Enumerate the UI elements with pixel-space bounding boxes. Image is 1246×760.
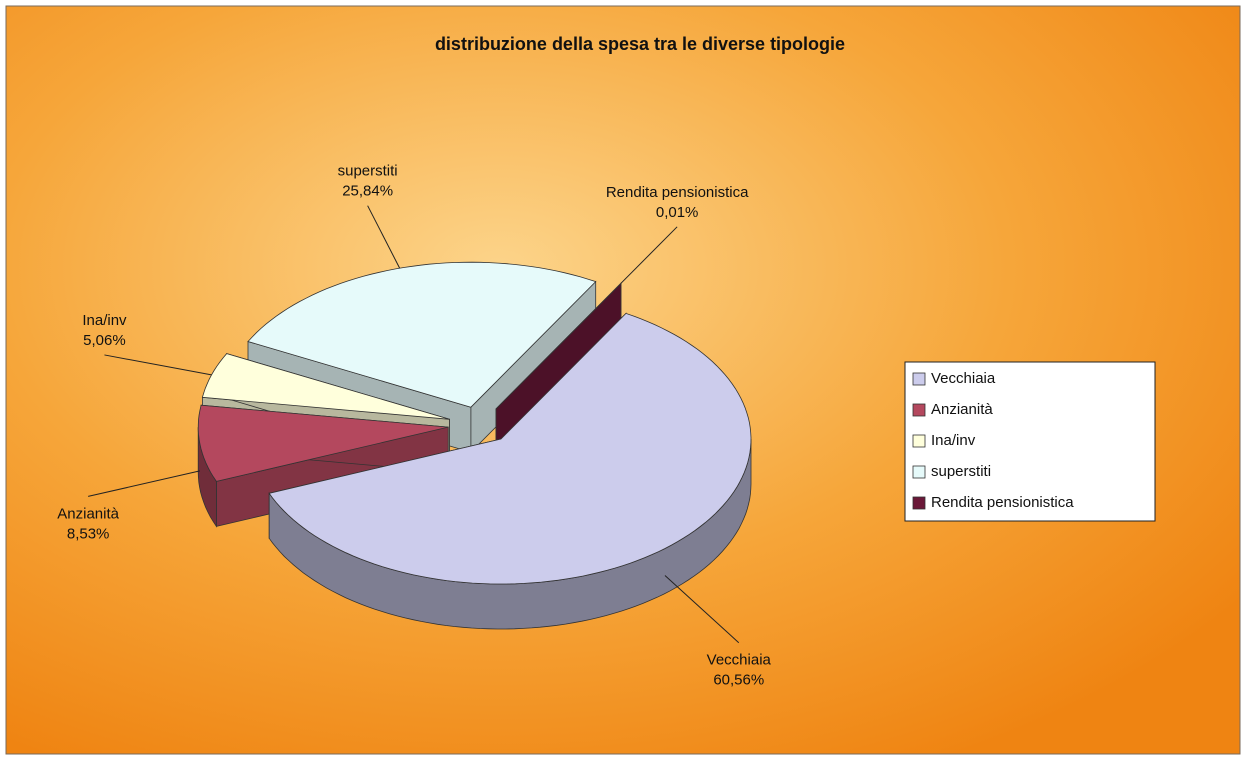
- data-label-name: Vecchiaia: [707, 652, 772, 669]
- data-label: 0,01%: [656, 204, 699, 221]
- legend-swatch: [912, 403, 926, 417]
- legend-label: Ina/inv: [931, 432, 976, 449]
- data-label-name: superstiti: [338, 163, 398, 180]
- leader-line: [88, 470, 200, 497]
- legend: [904, 361, 1156, 522]
- slice-top: [197, 404, 449, 482]
- legend-label: Rendita pensionistica: [931, 494, 1074, 511]
- legend-swatch: [912, 434, 926, 448]
- legend-swatch: [912, 465, 926, 479]
- legend-label: Anzianità: [931, 401, 993, 418]
- leader-line: [620, 226, 678, 284]
- data-label-name: Ina/inv: [82, 312, 127, 329]
- legend-label: superstiti: [931, 463, 991, 480]
- legend-swatch: [912, 372, 926, 386]
- data-label: 25,84%: [342, 183, 393, 200]
- data-label-name: Anzianità: [57, 505, 119, 522]
- legend-label: Vecchiaia: [931, 370, 996, 387]
- leader-line: [104, 354, 212, 376]
- data-label: 8,53%: [67, 525, 110, 542]
- leader-line: [367, 205, 401, 269]
- chart-title: distribuzione della spesa tra le diverse…: [435, 34, 845, 54]
- data-label-name: Rendita pensionistica: [606, 184, 749, 201]
- pie-slice: [268, 312, 752, 630]
- slice-top: [268, 312, 752, 585]
- data-label: 5,06%: [83, 332, 126, 349]
- legend-swatch: [912, 496, 926, 510]
- data-label: 60,56%: [713, 672, 764, 689]
- leader-line: [664, 575, 740, 644]
